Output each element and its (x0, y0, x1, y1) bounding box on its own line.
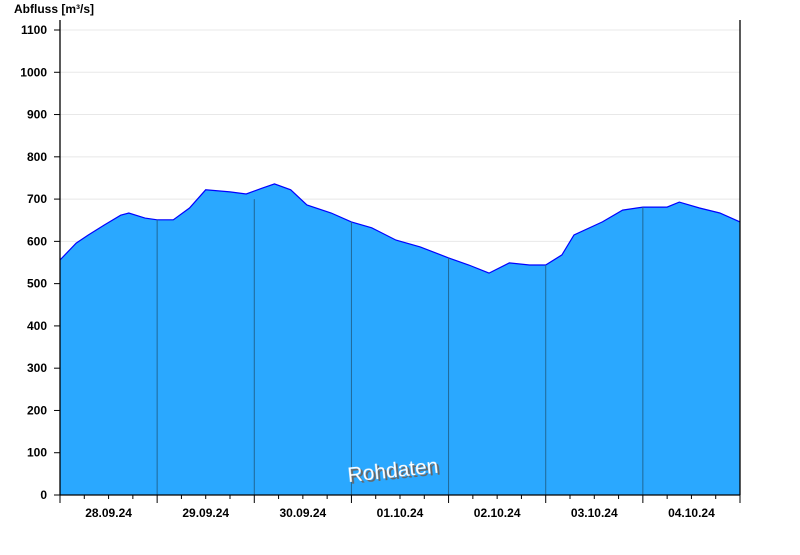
y-tick-label: 100 (27, 446, 47, 460)
y-tick-label: 900 (27, 108, 47, 122)
x-axis: 28.09.24 29.09.24 30.09.24 01.10.24 02.10.24… (59, 494, 741, 520)
y-tick-label: 600 (27, 234, 47, 248)
y-tick-label: 0 (40, 488, 47, 502)
y-tick-label: 800 (27, 150, 47, 164)
day-separators (156, 199, 644, 495)
y-axis: 0 100 200 300 400 500 600 700 800 900 1000 1100 (20, 20, 741, 502)
x-tick-label: 30.09.24 (279, 506, 326, 520)
y-tick-label: 300 (27, 361, 47, 375)
y-tick-label: 400 (27, 319, 47, 333)
x-tick-label: 28.09.24 (85, 506, 132, 520)
discharge-line (59, 183, 741, 274)
y-tick-label: 1000 (20, 65, 47, 79)
x-tick-label: 03.10.24 (571, 506, 618, 520)
y-tick-label: 200 (27, 403, 47, 417)
y-tick-label: 1100 (21, 23, 47, 37)
y-tick-label: 500 (27, 277, 47, 291)
y-tick-label: 700 (27, 192, 47, 206)
x-tick-label: 02.10.24 (474, 506, 521, 520)
y-axis-label: Abfluss [m³/s] (14, 2, 94, 16)
discharge-area (60, 183, 740, 495)
x-tick-label: 29.09.24 (182, 506, 229, 520)
x-tick-label: 01.10.24 (377, 506, 424, 520)
x-tick-label: 04.10.24 (668, 506, 715, 520)
